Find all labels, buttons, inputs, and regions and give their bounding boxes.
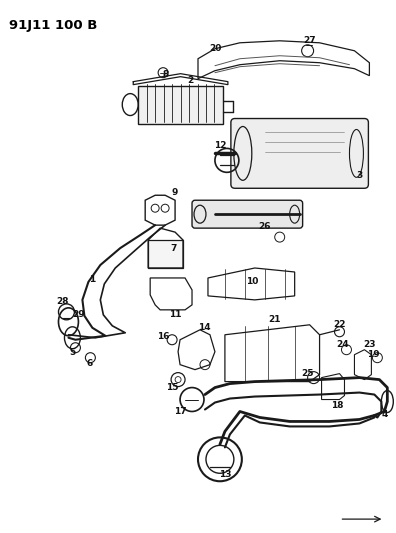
Text: 23: 23: [363, 340, 376, 349]
Text: 22: 22: [333, 320, 346, 329]
Text: 14: 14: [198, 324, 210, 332]
Text: 19: 19: [367, 350, 380, 359]
FancyBboxPatch shape: [192, 200, 303, 228]
FancyBboxPatch shape: [231, 118, 368, 188]
Text: 25: 25: [301, 369, 314, 378]
Text: 9: 9: [172, 188, 178, 197]
Text: 21: 21: [268, 316, 281, 324]
Text: 10: 10: [246, 278, 258, 286]
Text: 5: 5: [69, 348, 76, 357]
Text: 11: 11: [169, 310, 181, 319]
Text: 27: 27: [303, 36, 316, 45]
Text: 15: 15: [166, 383, 178, 392]
Text: 24: 24: [336, 340, 349, 349]
Text: 12: 12: [214, 141, 226, 150]
Text: 3: 3: [356, 171, 363, 180]
Text: 4: 4: [381, 410, 388, 419]
Text: 16: 16: [157, 332, 169, 341]
Text: 91J11 100 B: 91J11 100 B: [9, 19, 97, 32]
Text: 2: 2: [187, 76, 193, 85]
Text: 13: 13: [219, 470, 231, 479]
Text: 20: 20: [209, 44, 221, 53]
Text: 18: 18: [331, 401, 344, 410]
Text: 6: 6: [86, 359, 93, 368]
Text: 17: 17: [174, 407, 187, 416]
Text: 8: 8: [163, 70, 169, 79]
Bar: [138, 86, 223, 124]
Text: 1: 1: [89, 276, 95, 285]
Text: 26: 26: [259, 222, 271, 231]
Text: 29: 29: [72, 310, 85, 319]
Text: 28: 28: [56, 297, 69, 306]
Bar: [148, 240, 183, 268]
Text: 7: 7: [170, 244, 176, 253]
